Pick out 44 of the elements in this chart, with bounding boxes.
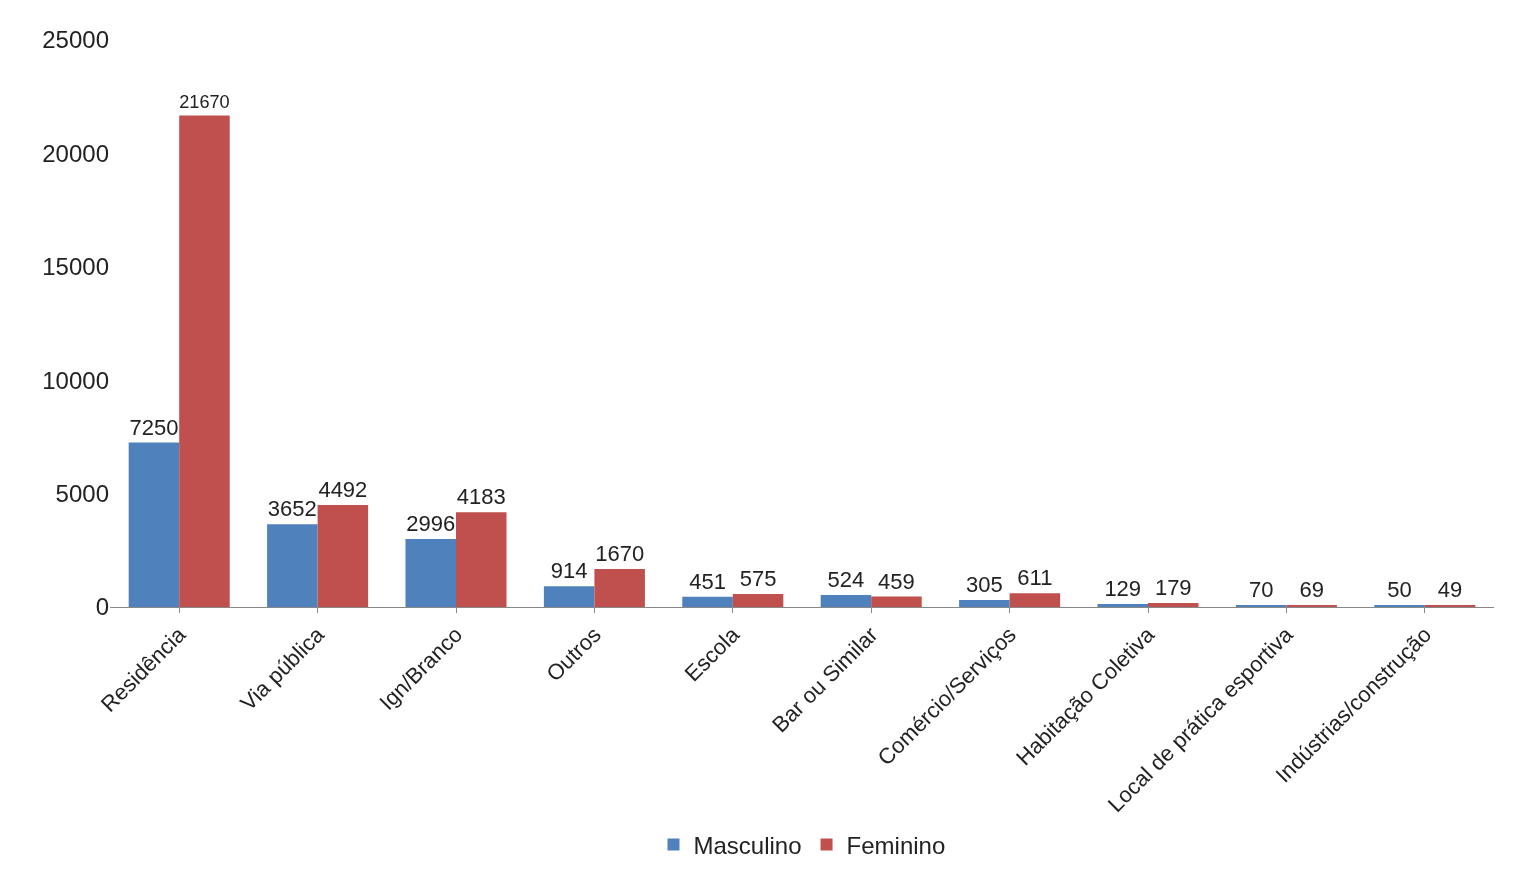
data-label: 524 bbox=[827, 567, 865, 593]
bar bbox=[1009, 593, 1061, 607]
bar bbox=[179, 115, 230, 607]
bar bbox=[405, 539, 456, 607]
data-label: 50 bbox=[1387, 577, 1412, 602]
data-label: 1670 bbox=[595, 541, 645, 567]
bar bbox=[317, 505, 369, 607]
data-label: 129 bbox=[1104, 576, 1142, 602]
legend-label: Masculino bbox=[693, 831, 802, 859]
data-label: 3652 bbox=[267, 496, 317, 522]
data-label: 179 bbox=[1154, 574, 1192, 600]
data-label: 4492 bbox=[318, 477, 368, 503]
data-label: 575 bbox=[739, 565, 777, 591]
bar bbox=[1097, 604, 1148, 607]
bar bbox=[594, 569, 645, 607]
y-tick-label: 5000 bbox=[55, 480, 109, 507]
data-label: 459 bbox=[878, 568, 915, 594]
bar bbox=[456, 512, 507, 607]
y-tick-label: 0 bbox=[95, 593, 109, 621]
data-label: 70 bbox=[1248, 577, 1274, 602]
data-label: 21670 bbox=[179, 92, 230, 113]
data-label: 611 bbox=[1017, 565, 1053, 591]
bar bbox=[128, 442, 180, 607]
data-label: 451 bbox=[689, 568, 726, 594]
bar bbox=[959, 600, 1010, 607]
y-tick-label: 25000 bbox=[42, 26, 109, 54]
bar bbox=[820, 595, 872, 607]
data-label: 49 bbox=[1437, 577, 1463, 602]
y-tick-label: 10000 bbox=[42, 366, 109, 394]
data-label: 7250 bbox=[129, 414, 179, 440]
bar bbox=[1148, 602, 1199, 607]
data-label: 69 bbox=[1299, 577, 1324, 602]
bar bbox=[682, 596, 733, 607]
legend-label: Feminino bbox=[846, 831, 946, 859]
data-label: 4183 bbox=[456, 484, 506, 510]
bar bbox=[871, 596, 922, 607]
bar bbox=[543, 586, 595, 607]
data-label: 914 bbox=[550, 558, 588, 584]
bar bbox=[732, 593, 784, 607]
y-tick-label: 15000 bbox=[42, 253, 109, 281]
bar bbox=[267, 524, 318, 607]
data-label: 2996 bbox=[406, 511, 456, 537]
data-label: 305 bbox=[965, 572, 1003, 598]
y-tick-label: 20000 bbox=[42, 139, 109, 167]
